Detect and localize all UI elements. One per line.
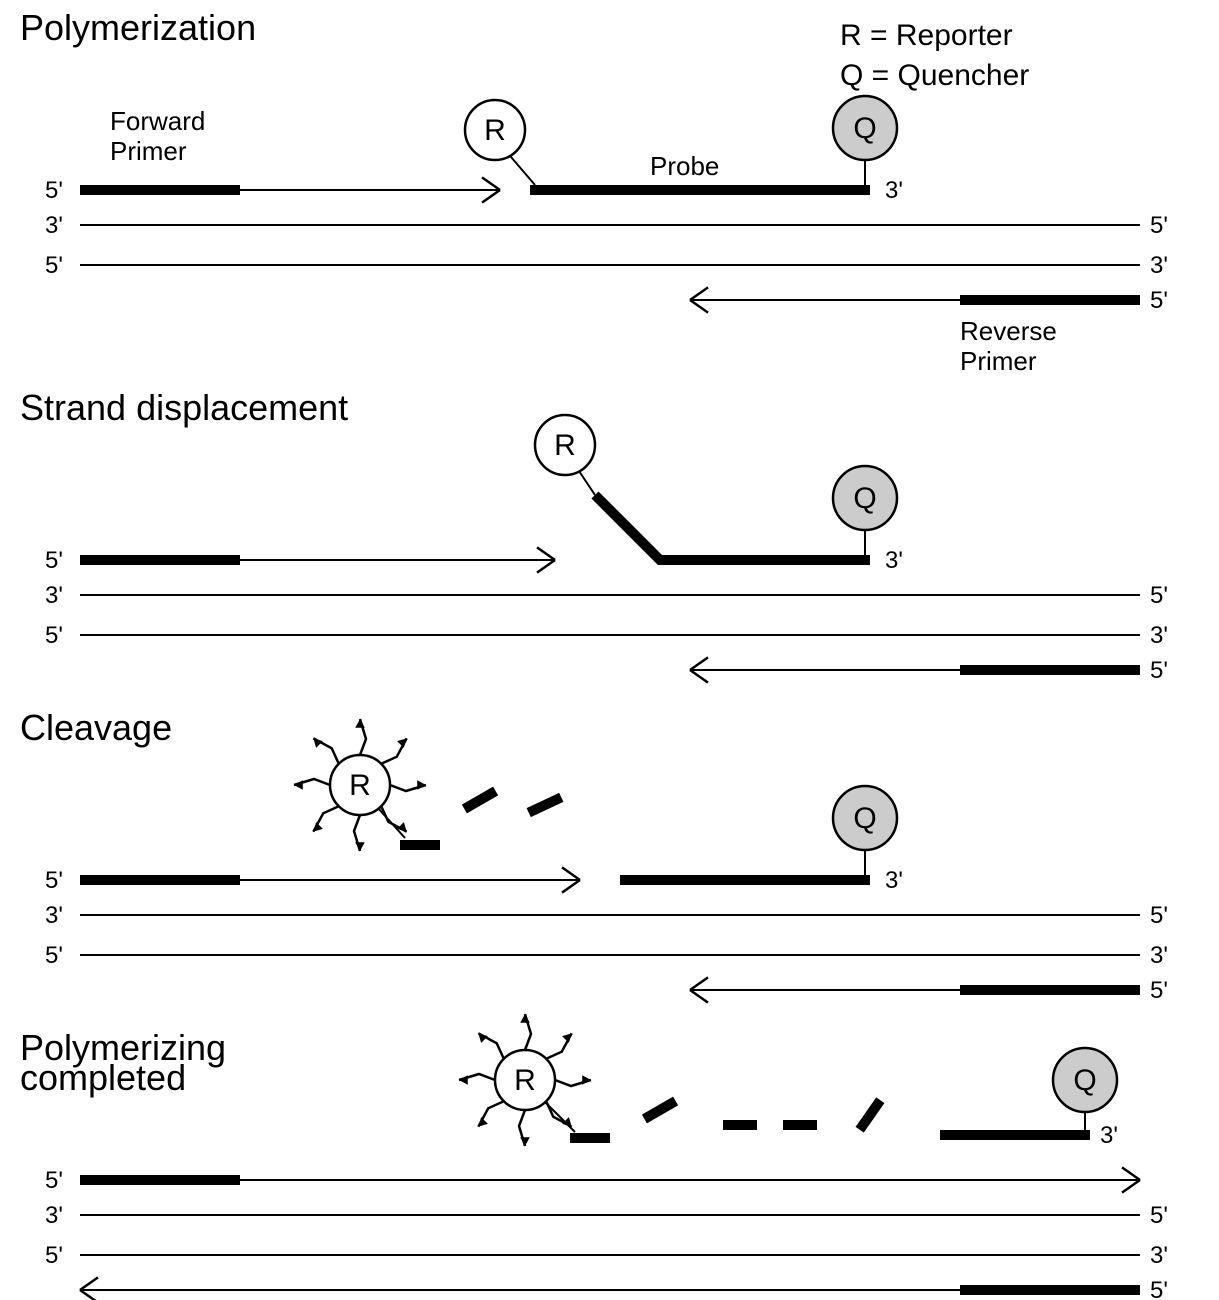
svg-text:5': 5' — [1150, 212, 1168, 239]
svg-text:Q: Q — [853, 802, 876, 835]
svg-text:Q = Quencher: Q = Quencher — [840, 59, 1029, 92]
svg-text:5': 5' — [45, 1242, 63, 1269]
svg-text:3': 3' — [45, 212, 63, 239]
svg-text:R: R — [554, 429, 576, 462]
svg-text:Primer: Primer — [110, 136, 187, 166]
svg-text:5': 5' — [1150, 902, 1168, 929]
svg-text:Q: Q — [853, 482, 876, 515]
svg-text:3': 3' — [885, 547, 903, 574]
svg-text:5': 5' — [45, 622, 63, 649]
svg-text:Q: Q — [1073, 1064, 1096, 1097]
svg-text:5': 5' — [45, 252, 63, 279]
svg-text:Q: Q — [853, 112, 876, 145]
panel-strand-displacement: Strand displacement 5' R Q 3' 3' 5' 5' 3' 5' — [20, 387, 1168, 684]
svg-text:5': 5' — [45, 177, 63, 204]
svg-text:3': 3' — [1100, 1122, 1118, 1149]
svg-text:5': 5' — [1150, 977, 1168, 1004]
svg-text:3': 3' — [885, 177, 903, 204]
svg-text:5': 5' — [45, 942, 63, 969]
panel-completed: Polymerizingcompleted5'RQ3'3'5'5'3'5' — [20, 1014, 1168, 1300]
svg-text:5': 5' — [45, 867, 63, 894]
svg-text:R: R — [349, 769, 371, 802]
svg-text:Forward: Forward — [110, 106, 205, 136]
svg-text:5': 5' — [1150, 582, 1168, 609]
svg-text:completed: completed — [20, 1057, 186, 1098]
svg-text:R: R — [484, 114, 506, 147]
svg-text:Reverse: Reverse — [960, 316, 1057, 346]
svg-text:Strand displacement: Strand displacement — [20, 387, 348, 428]
svg-text:5': 5' — [1150, 1202, 1168, 1229]
svg-text:3': 3' — [1150, 622, 1168, 649]
svg-text:5': 5' — [45, 1167, 63, 1194]
svg-text:3': 3' — [45, 902, 63, 929]
svg-text:Polymerization: Polymerization — [20, 7, 256, 48]
svg-text:3': 3' — [45, 582, 63, 609]
svg-text:3': 3' — [1150, 942, 1168, 969]
svg-text:5': 5' — [45, 547, 63, 574]
svg-text:3': 3' — [1150, 1242, 1168, 1269]
svg-text:Primer: Primer — [960, 346, 1037, 376]
svg-text:Probe: Probe — [650, 151, 719, 181]
svg-text:5': 5' — [1150, 657, 1168, 684]
svg-text:3': 3' — [1150, 252, 1168, 279]
panel-cleavage: Cleavage 5' Q 3' R 3' 5' 5' 3' 5' — [20, 707, 1168, 1004]
svg-text:5': 5' — [1150, 1277, 1168, 1300]
svg-text:3': 3' — [45, 1202, 63, 1229]
svg-text:3': 3' — [885, 867, 903, 894]
svg-text:5': 5' — [1150, 287, 1168, 314]
svg-text:R: R — [514, 1064, 536, 1097]
svg-text:R = Reporter: R = Reporter — [840, 19, 1013, 52]
svg-text:Cleavage: Cleavage — [20, 707, 172, 748]
